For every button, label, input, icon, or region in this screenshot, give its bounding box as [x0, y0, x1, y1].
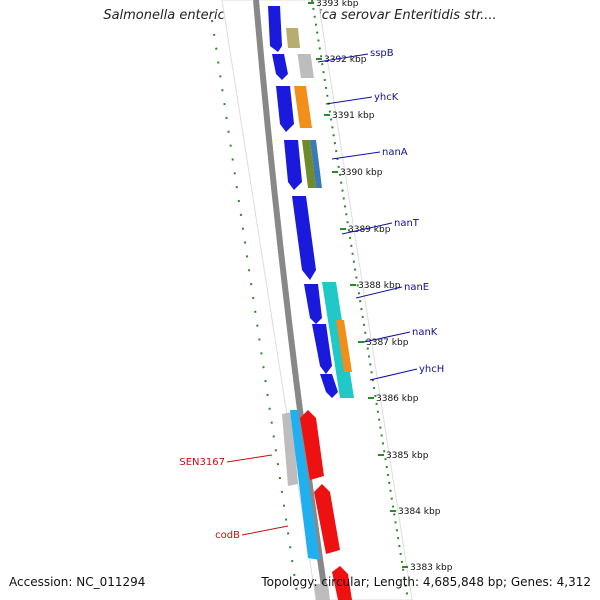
gene-block-top	[268, 6, 282, 52]
gene-nanA-green	[302, 140, 316, 188]
ruler-label: 3391 kbp	[332, 111, 375, 121]
gene-SEN3167	[290, 410, 320, 560]
backbone	[253, 0, 329, 600]
gene-block-top-yellow	[286, 28, 300, 48]
gene-label-leader	[355, 286, 403, 299]
gene-nanE-blue	[304, 284, 322, 324]
gene-labels: sspB yhcK nanA nanT nanE nanK yhcH SEN3167 codB	[179, 48, 444, 541]
gene-red-bottom	[332, 566, 352, 600]
gene-label-leader	[331, 151, 381, 160]
gene-sspB	[297, 54, 314, 78]
ruler: 3393 kbp 3392 kbp 3391 kbp 3390 kbp 3389 kbp…	[308, 0, 453, 573]
ruler-label: 3385 kbp	[386, 451, 429, 461]
topology-text: Topology: circular; Length: 4,685,848 bp…	[261, 575, 591, 589]
ruler-label: 3386 kbp	[376, 394, 419, 404]
gene-codB	[314, 484, 340, 554]
gene-nanK-blue	[312, 324, 332, 374]
gene-label-leader	[226, 454, 273, 463]
ruler-label: 3388 kbp	[358, 281, 401, 291]
ruler-label: 3384 kbp	[398, 507, 441, 517]
gene-label-yhch[interactable]: yhcH	[419, 364, 444, 375]
gene-label-nane[interactable]: nanE	[404, 282, 429, 293]
gene-label-codb[interactable]: codB	[215, 530, 240, 541]
gene-label-nana[interactable]: nanA	[382, 147, 408, 158]
gene-bottom-grey	[314, 584, 330, 600]
gene-nanK	[336, 320, 352, 372]
gene-label-leader	[341, 222, 393, 235]
gene-label-leader	[325, 96, 373, 105]
gene-nanA-blue	[284, 140, 302, 190]
ruler-label: 3383 kbp	[410, 563, 453, 573]
gene-yhcK	[294, 86, 312, 128]
ruler-label: 3389 kbp	[348, 225, 391, 235]
gene-label-yhck[interactable]: yhcK	[374, 92, 399, 103]
gene-nanT	[292, 196, 316, 280]
gene-yhcK-blue	[276, 86, 294, 132]
gene-SEN3167-grey	[282, 412, 298, 486]
gene-label-leader	[369, 368, 418, 381]
ruler-label: 3393 kbp	[316, 0, 359, 9]
gene-label-sspb[interactable]: sspB	[370, 48, 394, 59]
ruler-label: 3390 kbp	[340, 168, 383, 178]
accession-text: Accession: NC_011294	[9, 575, 146, 589]
gene-label-leader	[317, 53, 369, 63]
gene-red-1	[300, 410, 324, 480]
ruler-label: 3387 kbp	[366, 338, 409, 348]
gene-label-leader	[241, 525, 289, 536]
gene-label-nank[interactable]: nanK	[412, 327, 438, 338]
gene-sspB-region	[272, 54, 288, 80]
gene-label-sen3167[interactable]: SEN3167	[179, 457, 225, 468]
gene-yhcH	[320, 374, 338, 398]
gene-label-leader	[363, 331, 411, 343]
gene-nanA	[310, 140, 322, 188]
ruler-label: 3392 kbp	[324, 55, 367, 65]
gene-label-nant[interactable]: nanT	[394, 218, 420, 229]
